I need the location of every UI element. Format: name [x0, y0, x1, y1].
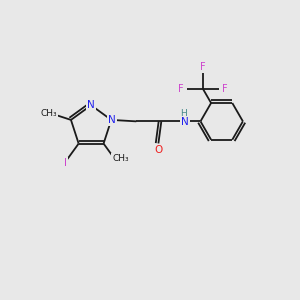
Text: F: F	[222, 84, 228, 94]
Text: CH₃: CH₃	[112, 154, 129, 163]
Text: N: N	[181, 117, 189, 127]
Text: H: H	[180, 109, 187, 118]
Text: F: F	[200, 62, 206, 72]
Text: F: F	[178, 84, 184, 94]
Text: I: I	[64, 158, 68, 168]
Text: N: N	[108, 115, 116, 125]
Text: O: O	[154, 145, 163, 155]
Text: CH₃: CH₃	[40, 109, 57, 118]
Text: N: N	[87, 100, 95, 110]
